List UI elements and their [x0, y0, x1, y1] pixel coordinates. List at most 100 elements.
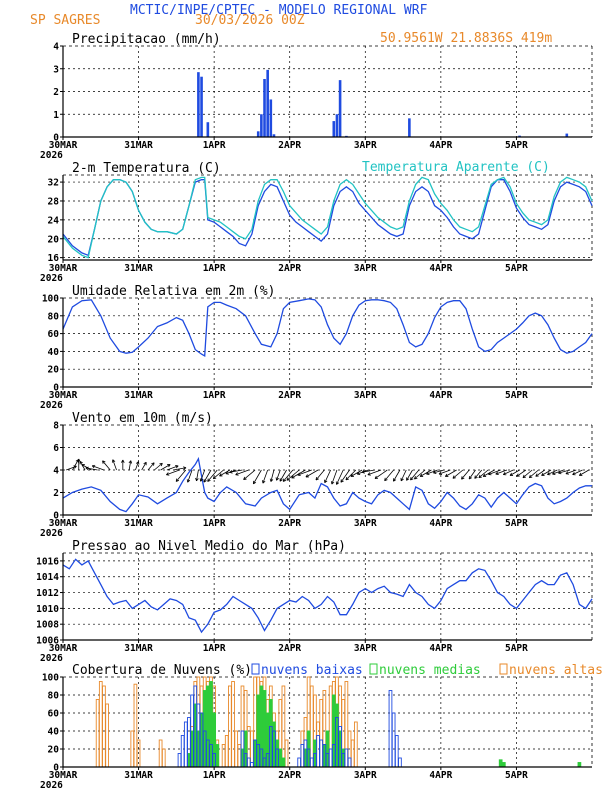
wind-arrow-18 — [166, 469, 180, 476]
wind-arrowhead-2 — [76, 458, 81, 462]
ytick-pressure-2: 1010 — [36, 604, 59, 615]
wind-arrow-37 — [286, 469, 300, 481]
wind-arrow-30 — [243, 469, 256, 480]
cloud-bar-0-55 — [350, 739, 355, 768]
xtick-temp-4: 3APR — [354, 263, 377, 274]
cloud-bar-0-3 — [105, 703, 109, 768]
wind-arrowhead-57 — [414, 476, 418, 480]
legend-label-2: nuvens altas — [509, 663, 603, 678]
wind-arrowhead-29 — [235, 472, 239, 476]
xtick-pressure-6: 5APR — [505, 643, 528, 654]
wind-arrow-8 — [112, 459, 117, 471]
wind-arrow-73 — [516, 469, 527, 477]
wind-arrowhead-19 — [175, 478, 180, 482]
xtick-clouds-5: 4APR — [429, 770, 452, 781]
wind-arrowhead-7 — [102, 460, 106, 464]
xtick-wind-3: 2APR — [278, 518, 301, 529]
ytick-pressure-1: 1008 — [36, 620, 59, 631]
cloud-bar-2-39 — [344, 748, 349, 768]
wind-arrowhead-41 — [315, 476, 319, 481]
xtick-temp-2: 1APR — [203, 263, 226, 274]
precip-bar-8 — [272, 134, 276, 137]
wind-arrowhead-74 — [522, 474, 526, 479]
wind-arrowhead-67 — [478, 474, 482, 479]
wind-arrowhead-37 — [286, 477, 290, 481]
wind-arrow-70 — [495, 469, 508, 475]
wind-arrowhead-73 — [516, 473, 520, 477]
wind-arrowhead-82 — [572, 471, 576, 476]
wind-arrowhead-14 — [159, 462, 163, 467]
cloud-bar-2-40 — [347, 757, 352, 768]
wind-arrowhead-6 — [91, 464, 96, 469]
precip-bar-7 — [269, 99, 273, 137]
wind-arrow-50 — [367, 469, 382, 476]
ytick-precip-2: 2 — [53, 87, 59, 98]
cloud-bar-0-37 — [281, 685, 286, 768]
cloud-bar-0-38 — [284, 739, 289, 768]
wind-arrowhead-71 — [502, 471, 507, 476]
title-temp: 2-m Temperatura (C) — [72, 161, 221, 176]
wind-arrowhead-61 — [438, 471, 443, 475]
wind-arrowhead-33 — [269, 478, 274, 482]
wind-arrowhead-3 — [79, 460, 83, 465]
wind-arrow-23 — [203, 469, 212, 483]
ytick-temp-0: 16 — [48, 253, 60, 264]
wind-arrow-55 — [406, 469, 413, 481]
xtick-rh-3: 2APR — [278, 390, 301, 401]
ytick-clouds-5: 100 — [42, 673, 59, 684]
xtick-rh-1: 31MAR — [124, 390, 153, 401]
wind-arrowhead-10 — [128, 460, 133, 464]
wind-arrow-13 — [147, 462, 155, 471]
precip-bar-14 — [518, 135, 521, 137]
wind-arrow-64 — [461, 469, 470, 480]
header-location: 50.9561W 21.8836S 419m — [380, 31, 552, 46]
legend-box-0 — [251, 663, 260, 675]
wind-arrow-10 — [128, 460, 132, 471]
ytick-clouds-0: 0 — [53, 763, 59, 774]
xtick-precip-5: 4APR — [429, 140, 452, 151]
legend-box-1 — [369, 663, 378, 675]
wind-arrowhead-35 — [279, 478, 283, 482]
wind-arrowhead-42 — [324, 479, 328, 484]
cloud-bar-2-42 — [391, 712, 396, 768]
cloud-bar-0-20 — [228, 685, 232, 768]
cloud-bar-1-21 — [281, 757, 286, 768]
xtick-wind-5: 4APR — [429, 518, 452, 529]
cloud-bar-1-15 — [262, 690, 267, 768]
wind-arrow-68 — [482, 469, 495, 477]
title-wind: Vento em 10m (m/s) — [72, 411, 213, 426]
cloud-bar-2-41 — [388, 690, 393, 768]
cloud-bar-2-15 — [250, 762, 254, 768]
wind-arrowhead-8 — [111, 459, 116, 463]
wind-arrow-79 — [552, 469, 564, 475]
cloud-bar-0-8 — [161, 748, 166, 768]
cloud-bar-0-42 — [309, 685, 314, 768]
ytick-rh-5: 100 — [42, 294, 59, 305]
ytick-wind-0: 0 — [53, 511, 59, 522]
wind-arrow-15 — [160, 464, 171, 471]
wind-arrowhead-83 — [578, 472, 583, 476]
cloud-bar-1-32 — [501, 762, 506, 768]
wind-arrow-28 — [229, 469, 243, 473]
wind-arrow-33 — [270, 469, 275, 482]
xyear-rh: 2026 — [40, 400, 63, 411]
ytick-wind-2: 4 — [53, 466, 59, 477]
cloud-bar-2-31 — [319, 739, 324, 768]
wind-arrow-82 — [572, 469, 583, 476]
xtick-rh-6: 5APR — [505, 390, 528, 401]
ytick-pressure-3: 1012 — [36, 588, 59, 599]
wind-arrow-20 — [187, 469, 193, 483]
wind-arrowhead-36 — [282, 478, 287, 482]
series-rh-0 — [62, 298, 593, 357]
xtick-rh-4: 3APR — [354, 390, 377, 401]
series-temp-1 — [62, 176, 593, 259]
xtick-pressure-4: 3APR — [354, 643, 377, 654]
header-run: 30/03/2026 00Z — [195, 13, 305, 28]
wind-arrowhead-43 — [330, 481, 335, 485]
cloud-bar-0-18 — [221, 744, 226, 768]
xtick-precip-2: 1APR — [203, 140, 226, 151]
wind-arrow-47 — [350, 469, 363, 477]
ytick-pressure-4: 1014 — [36, 572, 59, 583]
cloud-bar-0-23 — [237, 744, 242, 768]
cloud-bar-1-9 — [215, 744, 220, 768]
